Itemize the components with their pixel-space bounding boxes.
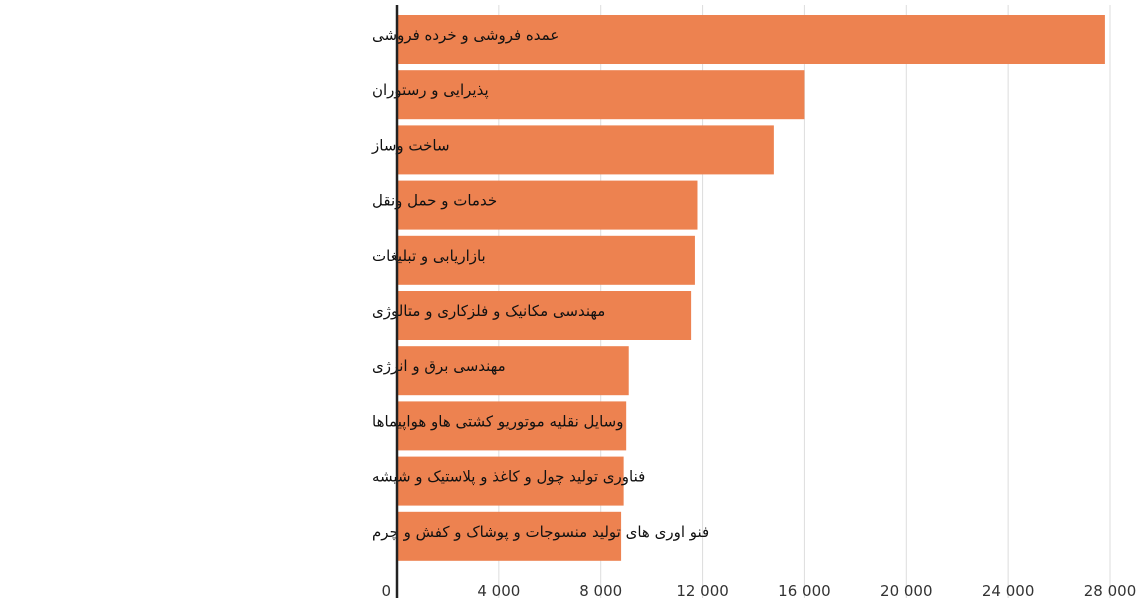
category-label: ساخت وساز bbox=[371, 136, 450, 154]
x-tick-label: 4 000 bbox=[477, 582, 520, 600]
bar bbox=[397, 346, 629, 396]
bar bbox=[397, 70, 805, 120]
x-tick-label: 12 000 bbox=[676, 582, 729, 600]
bar bbox=[397, 235, 695, 285]
category-label: مهندسی مکانیک و فلزکاری و متالوژی bbox=[372, 302, 605, 320]
bar bbox=[397, 511, 622, 561]
bars bbox=[397, 15, 1105, 561]
x-tick-labels: 0 4 000 8 000 12 000 16 000 20 000 24 000 28 00… bbox=[381, 582, 1136, 600]
x-tick-label: 0 bbox=[381, 582, 391, 600]
x-tick-label: 16 000 bbox=[778, 582, 831, 600]
x-tick-label: 28 000 bbox=[1084, 582, 1137, 600]
category-label: پذیرایی و رستوران bbox=[372, 81, 489, 100]
category-label: فنو اوری های تولید منسوجات و پوشاک و کفش… bbox=[372, 523, 709, 542]
x-tick-label: 20 000 bbox=[880, 582, 933, 600]
x-tick-label: 24 000 bbox=[982, 582, 1035, 600]
bar bbox=[397, 15, 1105, 64]
category-label: وسایل نقلیه موتوریو کشتی هاو هواپیماها bbox=[372, 412, 623, 431]
category-labels: عمده فروشی و خرده فروشی پذیرایی و رستوران… bbox=[371, 26, 709, 542]
category-label: بازاریابی و تبلیغات bbox=[372, 247, 486, 265]
category-label: عمده فروشی و خرده فروشی bbox=[372, 26, 559, 44]
bar bbox=[397, 401, 627, 451]
bar bbox=[397, 456, 624, 506]
x-tick-label: 8 000 bbox=[579, 582, 622, 600]
category-label: مهندسی برق و انرژی bbox=[372, 357, 506, 375]
bar bbox=[397, 180, 698, 230]
category-label: خدمات و حمل ونقل bbox=[372, 192, 497, 210]
bar bbox=[397, 291, 692, 340]
category-label: فناوری تولید چول و کاغذ و پلاستیک و شیشه bbox=[372, 468, 645, 487]
bar bbox=[397, 125, 774, 175]
